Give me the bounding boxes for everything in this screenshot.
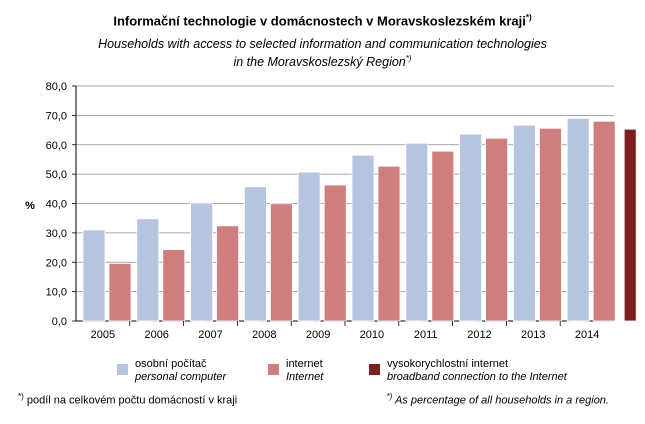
legend-label-en: broadband connection to the Internet bbox=[387, 371, 568, 383]
bar-personal-computer bbox=[566, 117, 590, 322]
bar-internet bbox=[485, 137, 509, 322]
footnote-left-mark: *) bbox=[18, 392, 24, 401]
y-tick-label: 80,0 bbox=[46, 81, 67, 93]
chart-subtitle-mark: *) bbox=[405, 54, 412, 63]
y-tick-label: 30,0 bbox=[46, 228, 67, 240]
bar-internet bbox=[323, 184, 347, 322]
x-tick-label: 2006 bbox=[144, 329, 168, 341]
footnote-right: *) As percentage of all households in a … bbox=[387, 392, 609, 407]
bar-internet bbox=[108, 263, 132, 322]
x-tick-label: 2013 bbox=[521, 329, 545, 341]
chart-title-mark: *) bbox=[525, 13, 532, 22]
legend-swatch bbox=[369, 364, 380, 375]
legend-label: internet bbox=[286, 358, 323, 370]
bar-personal-computer bbox=[82, 229, 106, 322]
y-axis-label: % bbox=[25, 200, 35, 212]
footnote-right-mark: *) bbox=[386, 392, 393, 401]
bar-personal-computer bbox=[459, 133, 483, 322]
chart-subtitle-line2: in the Moravskoslezský Region*) bbox=[0, 54, 645, 69]
bar-broadband bbox=[623, 128, 637, 322]
legend-swatch bbox=[268, 364, 279, 375]
y-tick-label: 10,0 bbox=[46, 287, 67, 299]
legend-label-en: Internet bbox=[286, 371, 324, 383]
x-tick-label: 2007 bbox=[198, 329, 222, 341]
bar-internet bbox=[539, 127, 562, 322]
legend-label: vysokorychlostní internet bbox=[387, 358, 508, 370]
y-tick-label: 50,0 bbox=[46, 169, 67, 181]
x-tick-label: 2012 bbox=[467, 329, 491, 341]
footnote-left-text: podíl na celkovém počtu domácností v kra… bbox=[26, 394, 238, 407]
bar-personal-computer bbox=[136, 218, 160, 322]
bar-personal-computer bbox=[190, 202, 214, 322]
chart-subtitle-line2-text: in the Moravskoslezský Region bbox=[233, 55, 406, 70]
chart-subtitle-line1: Households with access to selected infor… bbox=[98, 37, 547, 51]
bar-internet bbox=[377, 165, 401, 322]
bar-personal-computer bbox=[297, 171, 321, 322]
x-tick-label: 2005 bbox=[91, 329, 115, 341]
bar-personal-computer bbox=[405, 142, 429, 322]
footnote-right-text: As percentage of all households in a reg… bbox=[394, 394, 609, 407]
y-tick-label: 0,0 bbox=[52, 316, 67, 328]
bar-personal-computer bbox=[243, 186, 267, 322]
bar-personal-computer bbox=[351, 154, 375, 322]
y-tick-label: 20,0 bbox=[46, 257, 67, 269]
x-tick-label: 2014 bbox=[575, 329, 599, 341]
chart-title-text: Informační technologie v domácnostech v … bbox=[113, 13, 526, 29]
bar-internet bbox=[162, 249, 186, 322]
y-tick-label: 40,0 bbox=[46, 199, 67, 211]
y-tick-label: 70,0 bbox=[46, 110, 67, 122]
x-tick-label: 2008 bbox=[252, 329, 276, 341]
bar-internet bbox=[592, 120, 616, 322]
legend-swatch bbox=[117, 364, 128, 375]
bar-internet bbox=[431, 150, 455, 322]
bar-internet bbox=[269, 203, 293, 322]
footnote-left: *) podíl na celkovém počtu domácností v … bbox=[18, 392, 237, 407]
y-tick-label: 60,0 bbox=[46, 140, 67, 152]
bar-internet bbox=[216, 225, 240, 322]
x-tick-label: 2009 bbox=[306, 329, 330, 341]
x-tick-label: 2011 bbox=[414, 329, 438, 341]
legend-label-en: personal computer bbox=[134, 371, 227, 383]
x-tick-label: 2010 bbox=[360, 329, 384, 341]
legend-label: osobní počítač bbox=[135, 358, 207, 370]
chart-title: Informační technologie v domácnostech v … bbox=[0, 13, 645, 28]
bar-personal-computer bbox=[513, 124, 536, 322]
